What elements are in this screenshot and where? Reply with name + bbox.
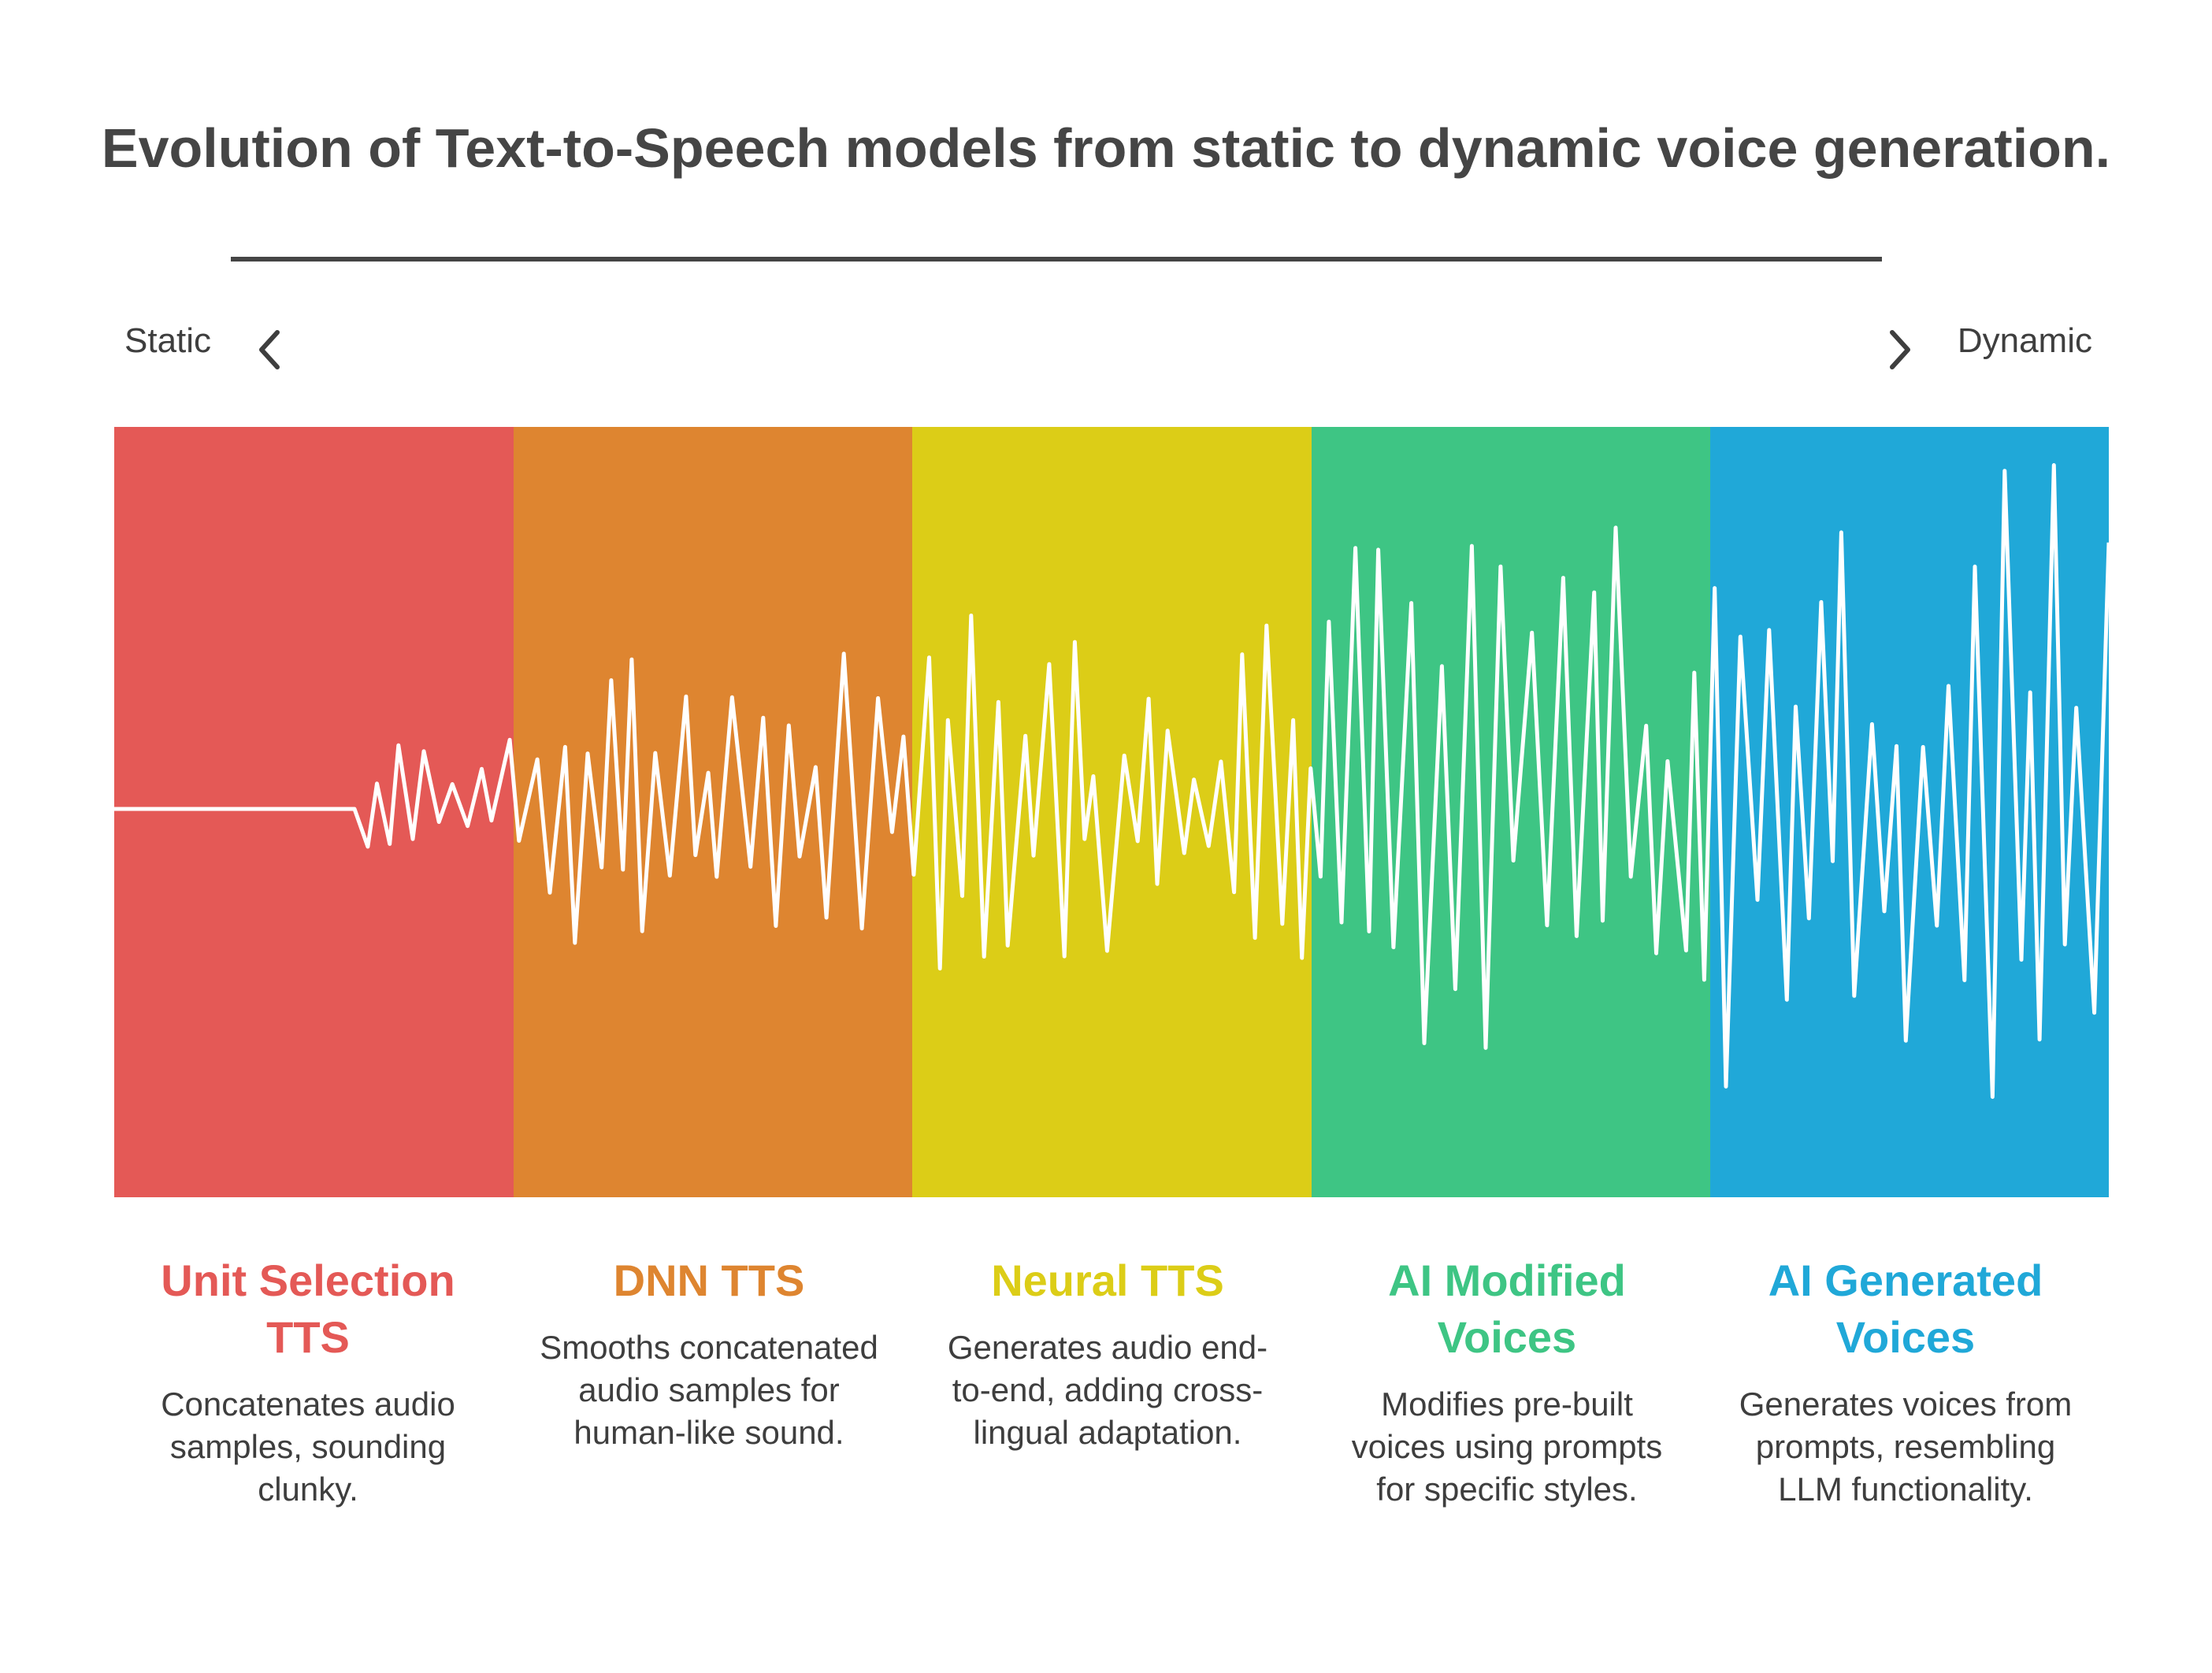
stage-title-line1: Unit Selection xyxy=(161,1256,455,1305)
stage-title-line1: Neural TTS xyxy=(991,1256,1224,1305)
stage-caption-ai-modified: AI Modified Voices Modifies pre-built vo… xyxy=(1334,1252,1680,1511)
stage-title-line2: TTS xyxy=(266,1312,350,1362)
dynamic-label: Dynamic xyxy=(1957,321,2092,360)
chevron-left-icon xyxy=(259,330,280,369)
waveform-line xyxy=(114,463,2109,1100)
stage-title: AI Generated Voices xyxy=(1732,1252,2079,1366)
title-divider xyxy=(231,257,1882,262)
diagram-title: Evolution of Text-to-Speech models from … xyxy=(101,117,2111,179)
stage-title: Neural TTS xyxy=(934,1252,1281,1309)
stage-caption-ai-generated: AI Generated Voices Generates voices fro… xyxy=(1732,1252,2079,1511)
spectrum-bands xyxy=(114,427,2109,1197)
stage-title-line1: DNN TTS xyxy=(613,1256,805,1305)
stage-title: DNN TTS xyxy=(536,1252,882,1309)
stage-caption-dnn-tts: DNN TTS Smooths concatenated audio sampl… xyxy=(536,1252,882,1454)
stage-title: Unit Selection TTS xyxy=(135,1252,481,1366)
stage-caption-unit-selection: Unit Selection TTS Concatenates audio sa… xyxy=(135,1252,481,1511)
stage-description: Smooths concatenated audio samples for h… xyxy=(540,1329,878,1451)
stage-title-line2: Voices xyxy=(1437,1312,1577,1362)
stage-description: Modifies pre-built voices using prompts … xyxy=(1351,1386,1663,1508)
stage-title-line1: AI Modified xyxy=(1388,1256,1626,1305)
chevron-right-icon xyxy=(1890,330,1910,369)
waveform xyxy=(114,463,2109,1100)
stage-description: Generates audio end-to-end, adding cross… xyxy=(947,1329,1268,1451)
band-unit-selection xyxy=(114,427,514,1197)
stage-title-line1: AI Generated xyxy=(1768,1256,2043,1305)
stage-title-line2: Voices xyxy=(1835,1312,1976,1362)
stage-description: Generates voices from prompts, resemblin… xyxy=(1739,1386,2073,1508)
stage-title: AI Modified Voices xyxy=(1334,1252,1680,1366)
stage-caption-neural-tts: Neural TTS Generates audio end-to-end, a… xyxy=(934,1252,1281,1454)
stage-description: Concatenates audio samples, sounding clu… xyxy=(161,1386,455,1508)
static-label: Static xyxy=(124,321,212,360)
